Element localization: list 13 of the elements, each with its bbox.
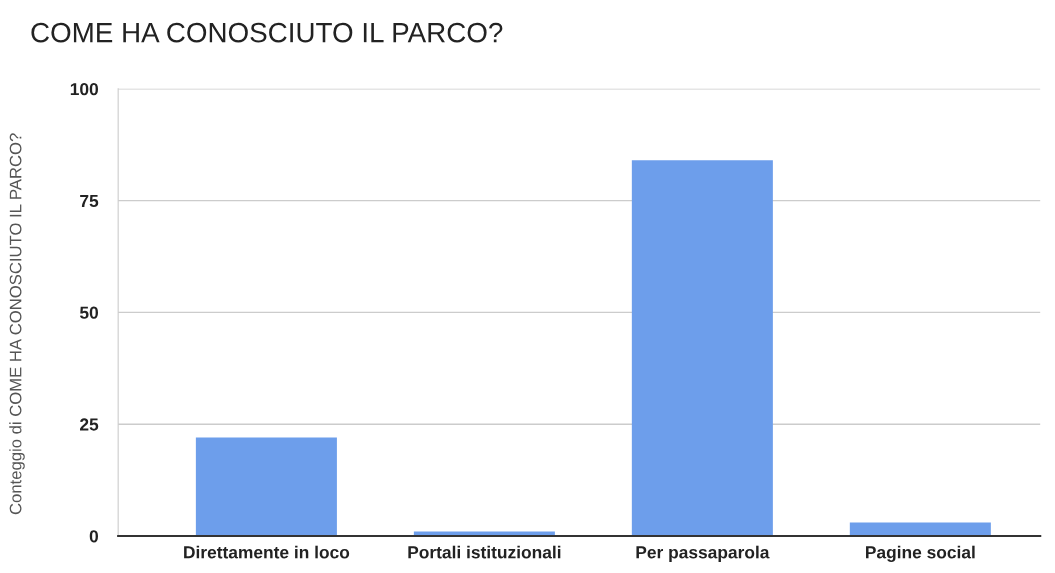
y-tick-label: 50 (79, 306, 99, 319)
x-tick-label: Portali istituzionali (408, 545, 561, 559)
chart-title: COME HA CONOSCIUTO IL PARCO? (31, 22, 503, 43)
y-tick-label: 75 (80, 194, 99, 208)
bar (631, 160, 773, 536)
x-tick-label: Pagine social (866, 545, 975, 562)
x-tick-label: Per passaparola (636, 545, 770, 562)
x-tick-label: Direttamente in loco (184, 545, 350, 559)
y-tick-label: 0 (89, 530, 98, 543)
bar (195, 437, 337, 536)
y-tick-label: 25 (80, 418, 99, 431)
y-axis-title: Conteggio di COME HA CONOSCIUTO IL PARCO? (9, 133, 25, 515)
y-tick-label: 100 (70, 82, 99, 96)
